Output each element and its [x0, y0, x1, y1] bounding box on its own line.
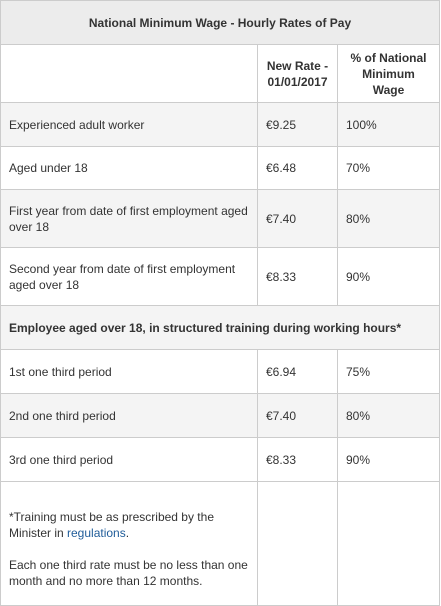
row-label: Aged under 18	[0, 146, 258, 190]
notes-empty-percent-cell	[336, 481, 441, 606]
header-new-rate: New Rate - 01/01/2017	[257, 44, 338, 103]
notes-cell: *Training must be as prescribed by the M…	[0, 481, 258, 606]
table-row: Second year from date of first employmen…	[0, 247, 441, 306]
table-row: 3rd one third period €8.33 90%	[0, 437, 441, 482]
row-rate: €8.33	[257, 437, 338, 482]
table-row: Aged under 18 €6.48 70%	[0, 146, 441, 190]
table-row: 1st one third period €6.94 75%	[0, 349, 441, 394]
training-note-period: .	[125, 525, 130, 540]
row-percent: 90%	[336, 247, 441, 306]
table-row: Experienced adult worker €9.25 100%	[0, 102, 441, 147]
row-percent: 75%	[336, 349, 441, 394]
section-title: Employee aged over 18, in structured tra…	[0, 305, 441, 350]
header-empty-cell	[0, 44, 258, 103]
row-rate: €6.48	[257, 146, 338, 190]
training-note: *Training must be as prescribed by the M…	[9, 509, 249, 541]
table-row: 2nd one third period €7.40 80%	[0, 393, 441, 438]
row-percent: 80%	[336, 189, 441, 248]
table-title-row: National Minimum Wage - Hourly Rates of …	[0, 0, 441, 45]
header-row: New Rate - 01/01/2017 % of National Mini…	[0, 44, 441, 103]
row-rate: €7.40	[257, 393, 338, 438]
notes-empty-rate-cell	[257, 481, 338, 606]
row-label: 2nd one third period	[0, 393, 258, 438]
row-label: First year from date of first employment…	[0, 189, 258, 248]
row-percent: 100%	[336, 102, 441, 147]
table-row: First year from date of first employment…	[0, 189, 441, 248]
row-percent: 80%	[336, 393, 441, 438]
period-note: Each one third rate must be no less than…	[9, 557, 248, 588]
regulations-link[interactable]: regulations	[67, 525, 126, 540]
row-percent: 90%	[336, 437, 441, 482]
row-rate: €6.94	[257, 349, 338, 394]
row-percent: 70%	[336, 146, 441, 190]
row-label: 3rd one third period	[0, 437, 258, 482]
row-label: 1st one third period	[0, 349, 258, 394]
row-rate: €7.40	[257, 189, 338, 248]
training-note-text: *Training must be as prescribed by the M…	[9, 509, 214, 540]
row-label: Experienced adult worker	[0, 102, 258, 147]
row-rate: €9.25	[257, 102, 338, 147]
header-percent-nmw: % of National Minimum Wage	[336, 44, 441, 103]
notes-row: *Training must be as prescribed by the M…	[0, 481, 441, 606]
section-header-row: Employee aged over 18, in structured tra…	[0, 305, 441, 350]
row-rate: €8.33	[257, 247, 338, 306]
table-title: National Minimum Wage - Hourly Rates of …	[0, 0, 441, 45]
row-label: Second year from date of first employmen…	[0, 247, 258, 306]
